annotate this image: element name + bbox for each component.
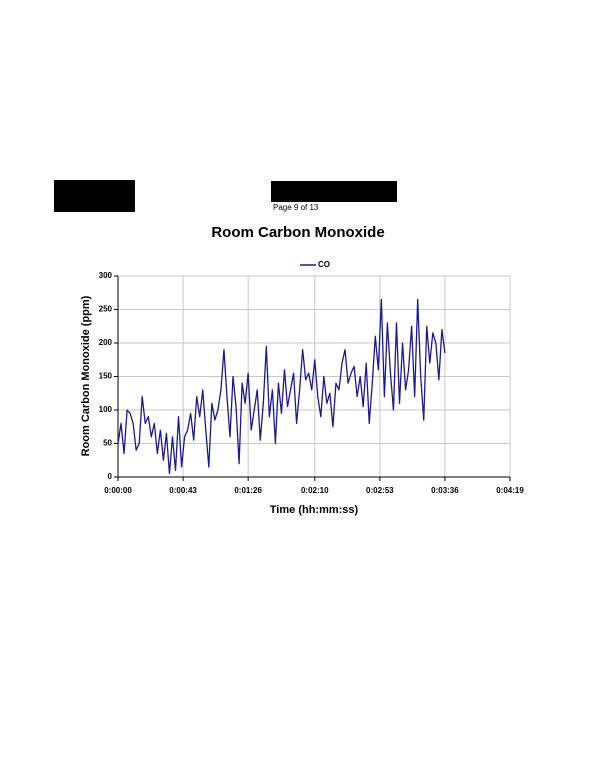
y-tick-label: 200 (99, 338, 113, 347)
page-label: Page 9 of 13 (273, 203, 319, 212)
y-tick-label: 50 (103, 439, 112, 448)
x-tick-label: 0:01:26 (234, 486, 262, 495)
chart-title: Room Carbon Monoxide (211, 224, 384, 241)
x-tick-label: 0:03:36 (431, 486, 459, 495)
x-tick-label: 0:00:43 (169, 486, 197, 495)
y-tick-label: 0 (108, 472, 113, 481)
y-tick-label: 300 (99, 271, 113, 280)
y-tick-label: 100 (99, 405, 113, 414)
x-tick-label: 0:02:10 (301, 486, 329, 495)
x-tick-label: 0:04:19 (496, 486, 524, 495)
x-tick-label: 0:02:53 (366, 486, 394, 495)
legend-label: CO (318, 260, 330, 269)
redaction (271, 181, 397, 202)
y-tick-label: 150 (99, 372, 113, 381)
y-tick-label: 250 (99, 305, 113, 314)
redaction (54, 180, 135, 212)
y-axis-title: Room Carbon Monoxide (ppm) (80, 295, 92, 456)
data-line (117, 298, 446, 475)
x-axis-title: Time (hh:mm:ss) (270, 504, 359, 516)
x-tick-label: 0:00:00 (104, 486, 132, 495)
